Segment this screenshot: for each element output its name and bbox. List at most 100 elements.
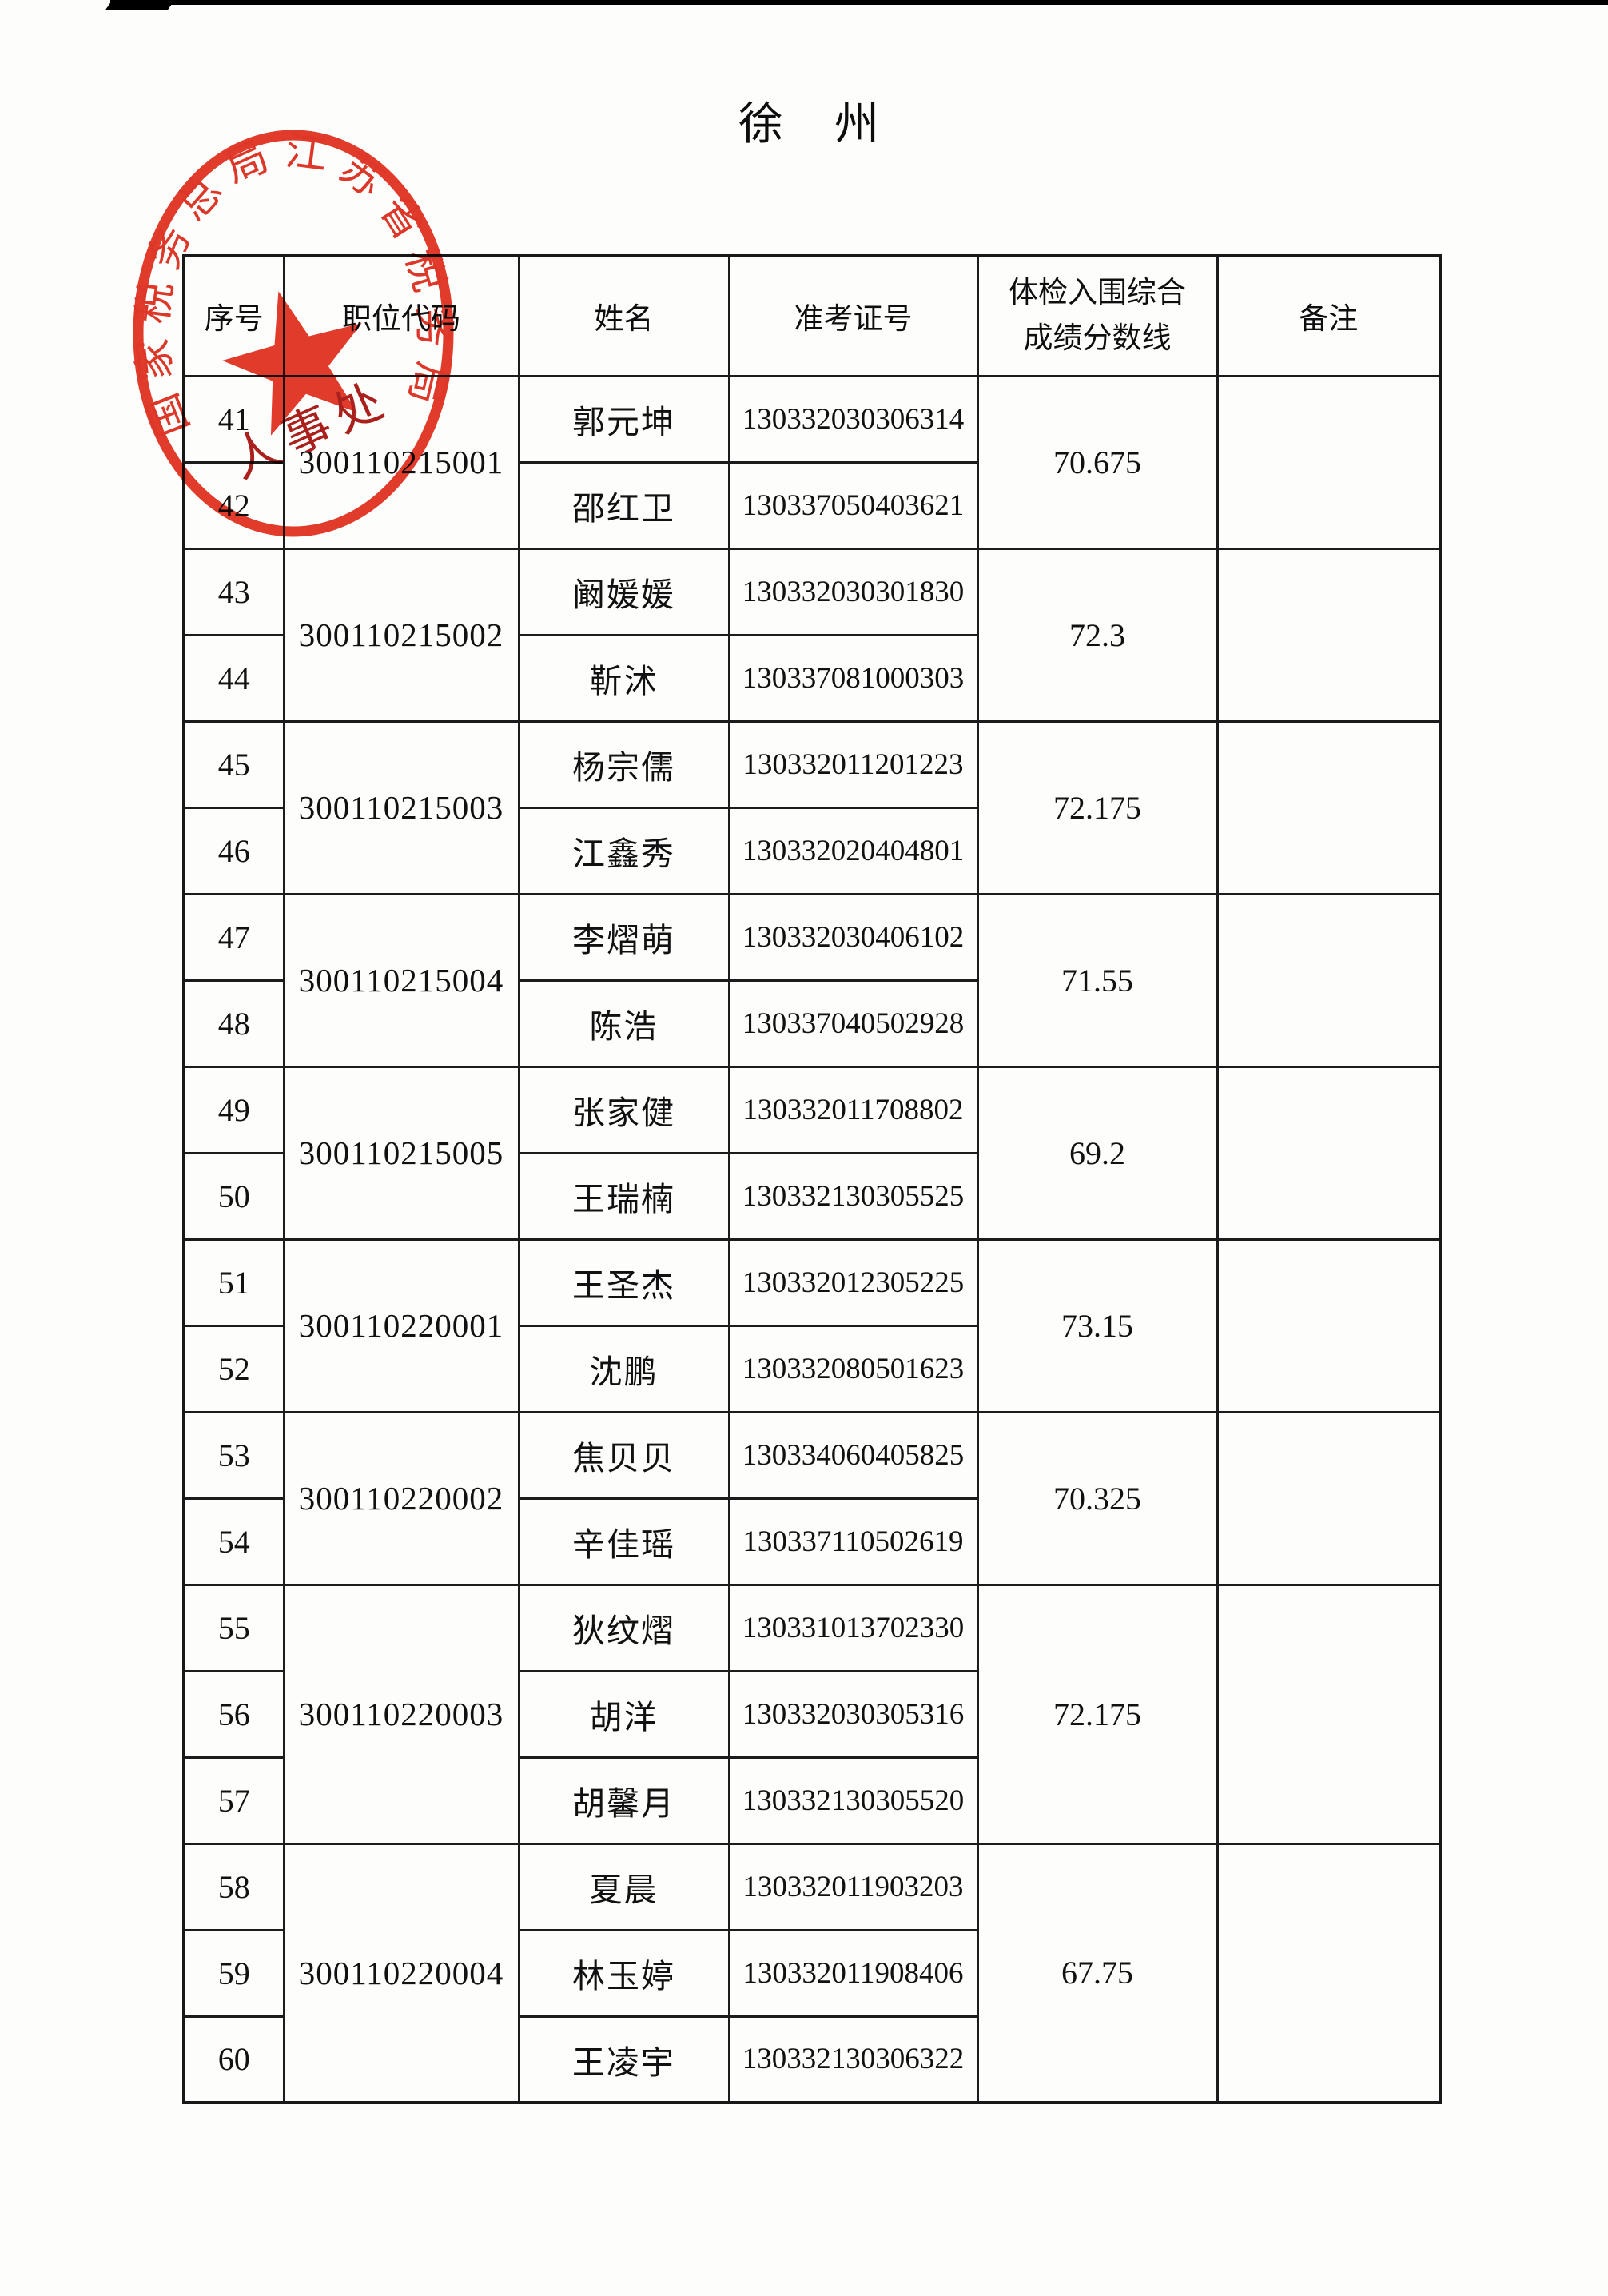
cell-position-code: 300110215003 (282, 719, 520, 895)
scan-artifact-line (110, 0, 1608, 5)
col-header-score-line1: 体检入围综合 (1009, 276, 1186, 309)
cell-index: 45 (182, 719, 285, 809)
cell-name: 胡馨月 (517, 1756, 730, 1845)
cell-exam-id: 130334060405825 (727, 1410, 979, 1500)
col-header-exam-id: 准考证号 (727, 254, 979, 377)
cell-score: 70.675 (976, 374, 1219, 550)
table-header-row: 序号 职位代码 姓名 准考证号 体检入围综合 成绩分数线 备注 (182, 254, 1442, 377)
cell-exam-id: 130337040502928 (727, 979, 979, 1068)
cell-name: 靳沭 (517, 633, 730, 723)
cell-remark (1216, 892, 1442, 1068)
cell-name: 夏晨 (517, 1842, 730, 1931)
cell-exam-id: 130332130306322 (727, 2015, 979, 2104)
cell-name: 沈鹏 (517, 1324, 730, 1413)
cell-name: 李熠萌 (517, 892, 730, 982)
cell-remark (1216, 374, 1442, 550)
cell-exam-id: 130337110502619 (727, 1497, 979, 1586)
cell-name: 王圣杰 (517, 1238, 730, 1327)
cell-score: 70.325 (976, 1410, 1219, 1586)
cell-position-code: 300110220003 (282, 1583, 520, 1845)
cell-score: 67.75 (976, 1842, 1219, 2104)
cell-remark (1216, 1842, 1442, 2104)
table-row: 53 300110220002 焦贝贝 130334060405825 70.325 (182, 1410, 1442, 1586)
cell-index: 58 (182, 1842, 285, 1931)
table-row: 44 靳沭 130337081000303 (182, 633, 1440, 723)
cell-name: 林玉婷 (517, 1928, 730, 2018)
cell-remark (1216, 1410, 1442, 1586)
table-row: 48 陈浩 130337040502928 (182, 979, 1440, 1068)
table-row: 60 王凌宇 130332130306322 (182, 2015, 1440, 2104)
cell-exam-id: 130331013702330 (727, 1583, 979, 1672)
cell-name: 王凌宇 (517, 2015, 730, 2104)
cell-name: 阚媛媛 (517, 547, 730, 636)
cell-name: 王瑞楠 (517, 1151, 730, 1241)
cell-exam-id: 130332012305225 (727, 1238, 979, 1327)
cell-name: 焦贝贝 (517, 1410, 730, 1500)
cell-score: 71.55 (976, 892, 1219, 1068)
table-row: 51 300110220001 王圣杰 130332012305225 73.15 (182, 1238, 1442, 1413)
cell-exam-id: 130332011201223 (727, 719, 979, 809)
col-header-remark: 备注 (1216, 254, 1442, 377)
cell-index: 47 (182, 892, 285, 982)
cell-index: 60 (182, 2015, 285, 2104)
cell-exam-id: 130332080501623 (727, 1324, 979, 1413)
table-row: 57 胡馨月 130332130305520 (182, 1756, 1440, 1845)
cell-exam-id: 130332011908406 (727, 1928, 979, 2018)
cell-index: 46 (182, 806, 285, 895)
cell-name: 辛佳瑶 (517, 1497, 730, 1586)
cell-index: 43 (182, 547, 285, 636)
cell-index: 55 (182, 1583, 285, 1672)
cell-exam-id: 130332030406102 (727, 892, 979, 982)
cell-position-code: 300110215005 (282, 1065, 520, 1241)
table-row: 54 辛佳瑶 130337110502619 (182, 1497, 1440, 1586)
cell-index: 44 (182, 633, 285, 723)
cell-index: 50 (182, 1151, 285, 1241)
cell-score: 72.175 (976, 719, 1219, 895)
cell-exam-id: 130332030301830 (727, 547, 979, 636)
cell-position-code: 300110215001 (282, 374, 520, 550)
cell-name: 江鑫秀 (517, 806, 730, 895)
cell-score: 73.15 (976, 1238, 1219, 1413)
table-row: 56 胡洋 130332030305316 (182, 1669, 1440, 1759)
table-row: 43 300110215002 阚媛媛 130332030301830 72.3 (182, 547, 1442, 723)
table-row: 59 林玉婷 130332011908406 (182, 1928, 1440, 2018)
cell-index: 53 (182, 1410, 285, 1500)
table-row: 58 300110220004 夏晨 130332011903203 67.75 (182, 1842, 1442, 2104)
cell-index: 56 (182, 1669, 285, 1759)
table-row: 45 300110215003 杨宗儒 130332011201223 72.175 (182, 719, 1442, 895)
cell-exam-id: 130337081000303 (727, 633, 979, 723)
cell-exam-id: 130337050403621 (727, 460, 979, 550)
table-row: 46 江鑫秀 130332020404801 (182, 806, 1440, 895)
cell-exam-id: 130332130305520 (727, 1756, 979, 1845)
col-header-score: 体检入围综合 成绩分数线 (976, 254, 1219, 377)
scan-artifact-blob (105, 0, 175, 10)
cell-name: 胡洋 (517, 1669, 730, 1759)
cell-index: 54 (182, 1497, 285, 1586)
cell-name: 张家健 (517, 1065, 730, 1154)
col-header-index: 序号 (182, 254, 285, 377)
cell-name: 杨宗儒 (517, 719, 730, 809)
cell-position-code: 300110220002 (282, 1410, 520, 1586)
cell-exam-id: 130332030305316 (727, 1669, 979, 1759)
table-row: 52 沈鹏 130332080501623 (182, 1324, 1440, 1413)
cell-index: 41 (182, 374, 285, 464)
cell-remark (1216, 547, 1442, 723)
score-table: 序号 职位代码 姓名 准考证号 体检入围综合 成绩分数线 备注 41 300110… (182, 254, 1442, 2104)
cell-exam-id: 130332020404801 (727, 806, 979, 895)
table-row: 47 300110215004 李熠萌 130332030406102 71.55 (182, 892, 1442, 1068)
cell-exam-id: 130332011708802 (727, 1065, 979, 1154)
col-header-score-line2: 成绩分数线 (1023, 322, 1172, 356)
cell-index: 59 (182, 1928, 285, 2018)
cell-position-code: 300110215002 (282, 547, 520, 723)
cell-exam-id: 130332030306314 (727, 374, 979, 464)
cell-score: 72.175 (976, 1583, 1219, 1845)
table-row: 50 王瑞楠 130332130305525 (182, 1151, 1440, 1241)
cell-remark (1216, 719, 1442, 895)
table-row: 41 300110215001 郭元坤 130332030306314 70.675 (182, 374, 1442, 550)
cell-remark (1216, 1065, 1442, 1241)
table-row: 49 300110215005 张家健 130332011708802 69.2 (182, 1065, 1442, 1241)
cell-name: 狄纹熠 (517, 1583, 730, 1672)
cell-position-code: 300110220001 (282, 1238, 520, 1413)
cell-index: 57 (182, 1756, 285, 1845)
